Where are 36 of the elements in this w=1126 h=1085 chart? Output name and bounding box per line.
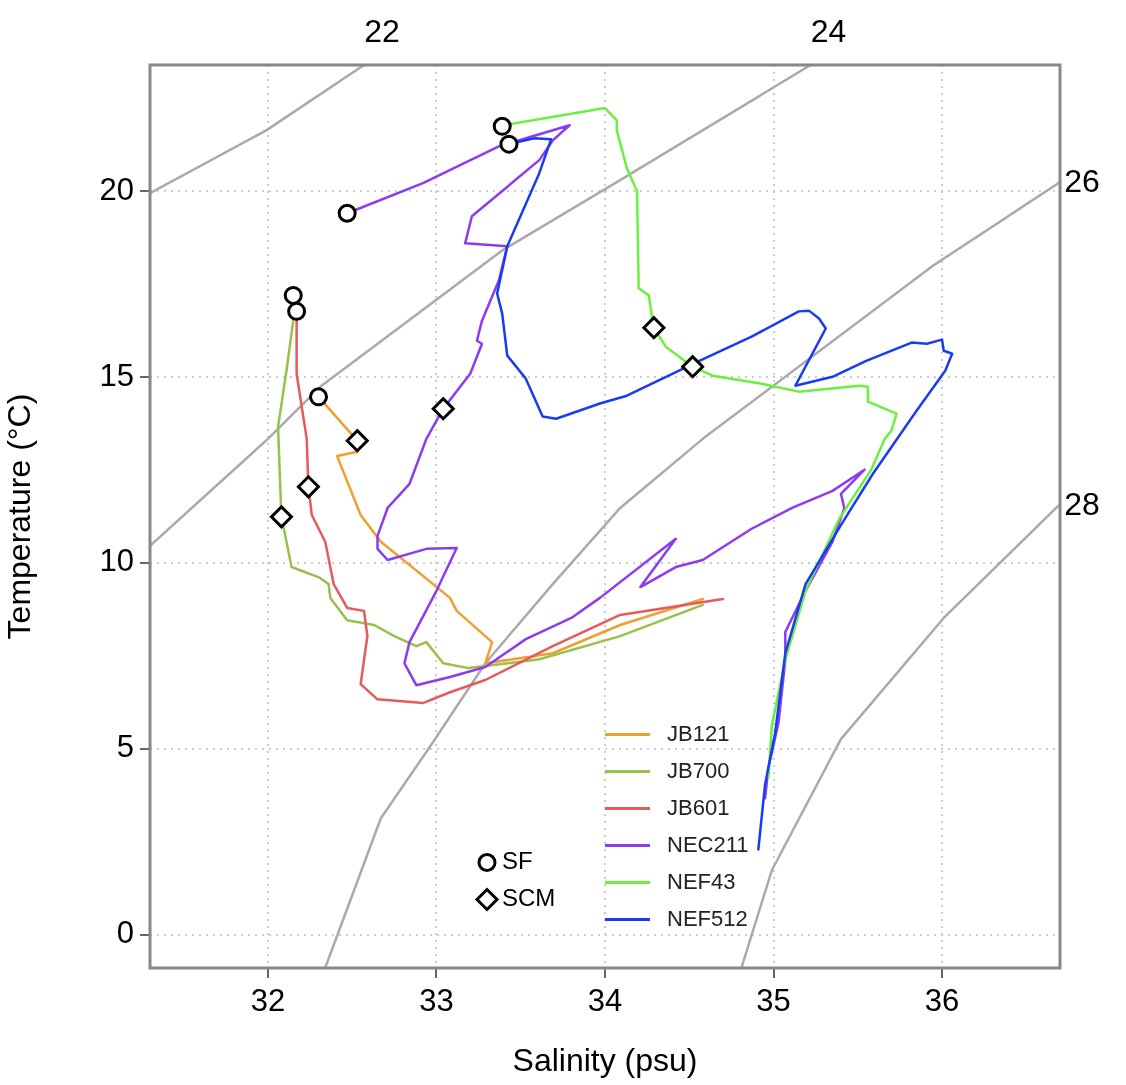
legend-label: SCM <box>502 884 556 912</box>
point <box>287 301 307 321</box>
y-tick-label: 10 <box>99 543 134 579</box>
x-tick-label: 32 <box>250 983 286 1019</box>
legend-label: JB700 <box>667 757 730 783</box>
x-tick-label: 33 <box>419 983 454 1019</box>
x-tick-label: 34 <box>587 983 623 1019</box>
point <box>337 203 357 223</box>
point <box>296 475 320 499</box>
x-tick-label: 35 <box>756 983 791 1019</box>
point <box>492 116 512 136</box>
point <box>309 387 329 407</box>
annotation: 22 <box>364 12 400 49</box>
point <box>269 505 293 529</box>
x-axis-title: Salinity (psu) <box>512 1041 698 1078</box>
legend-label: NEF512 <box>667 905 748 931</box>
annotation: 26 <box>1064 163 1100 199</box>
point <box>283 285 303 305</box>
annotation: 28 <box>1064 485 1100 522</box>
legend-label: NEC211 <box>667 831 749 857</box>
point <box>345 429 369 453</box>
legend-label: JB601 <box>667 794 730 820</box>
y-axis-title: Temperature (°C) <box>1 393 38 640</box>
legend-label: SF <box>502 847 533 875</box>
legend-label: JB121 <box>667 720 730 746</box>
legend-label: NEF43 <box>667 868 736 894</box>
y-tick-label: 20 <box>99 171 134 207</box>
point <box>431 397 455 421</box>
point <box>499 134 519 154</box>
annotation: 24 <box>810 12 847 49</box>
y-tick-label: 15 <box>99 357 134 393</box>
point <box>642 316 666 340</box>
y-tick-label: 0 <box>116 915 134 951</box>
x-tick-label: 36 <box>924 983 960 1019</box>
point <box>681 355 705 379</box>
y-tick-label: 5 <box>116 729 134 765</box>
